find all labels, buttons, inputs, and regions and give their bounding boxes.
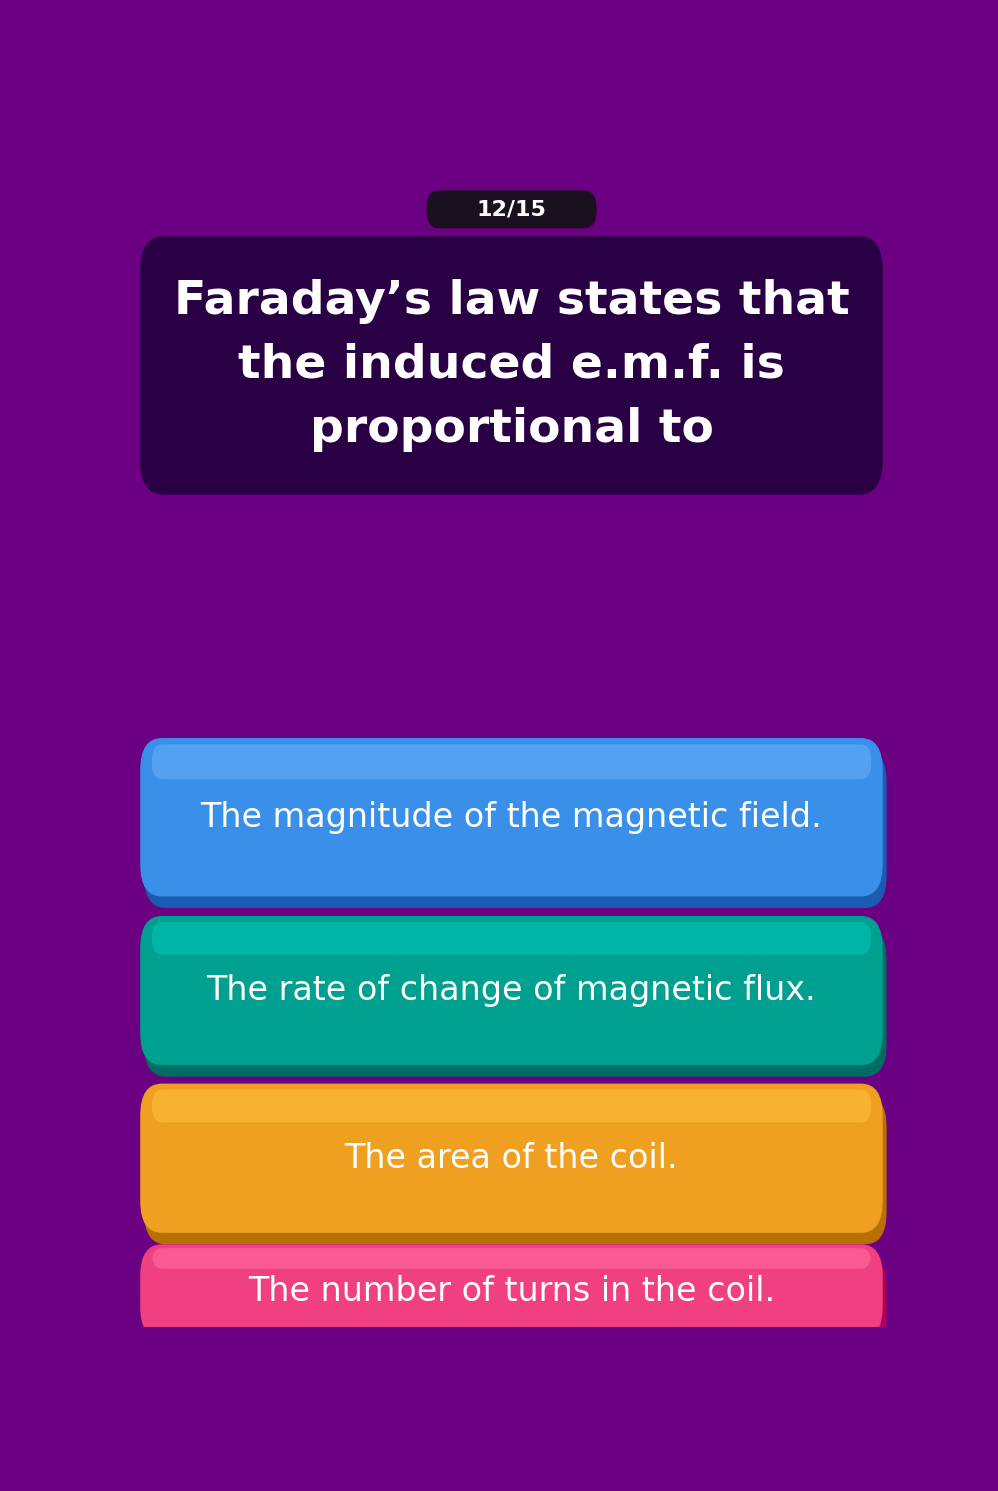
FancyBboxPatch shape xyxy=(152,921,871,954)
FancyBboxPatch shape xyxy=(152,744,871,780)
FancyBboxPatch shape xyxy=(140,1245,882,1339)
Text: Faraday’s law states that
the induced e.m.f. is
proportional to: Faraday’s law states that the induced e.… xyxy=(174,279,849,452)
FancyBboxPatch shape xyxy=(140,1084,882,1233)
FancyBboxPatch shape xyxy=(144,1255,886,1349)
FancyBboxPatch shape xyxy=(144,1094,886,1245)
Text: The number of turns in the coil.: The number of turns in the coil. xyxy=(248,1275,775,1308)
FancyBboxPatch shape xyxy=(140,237,882,495)
FancyBboxPatch shape xyxy=(144,927,886,1077)
FancyBboxPatch shape xyxy=(140,915,882,1065)
Text: The rate of change of magnetic flux.: The rate of change of magnetic flux. xyxy=(207,974,816,1006)
FancyBboxPatch shape xyxy=(152,1248,871,1269)
FancyBboxPatch shape xyxy=(144,750,886,908)
FancyBboxPatch shape xyxy=(426,191,597,228)
Text: The magnitude of the magnetic field.: The magnitude of the magnetic field. xyxy=(201,801,822,833)
Text: The area of the coil.: The area of the coil. xyxy=(344,1142,679,1175)
FancyBboxPatch shape xyxy=(140,738,882,896)
Text: 12/15: 12/15 xyxy=(476,200,547,219)
FancyBboxPatch shape xyxy=(152,1090,871,1123)
